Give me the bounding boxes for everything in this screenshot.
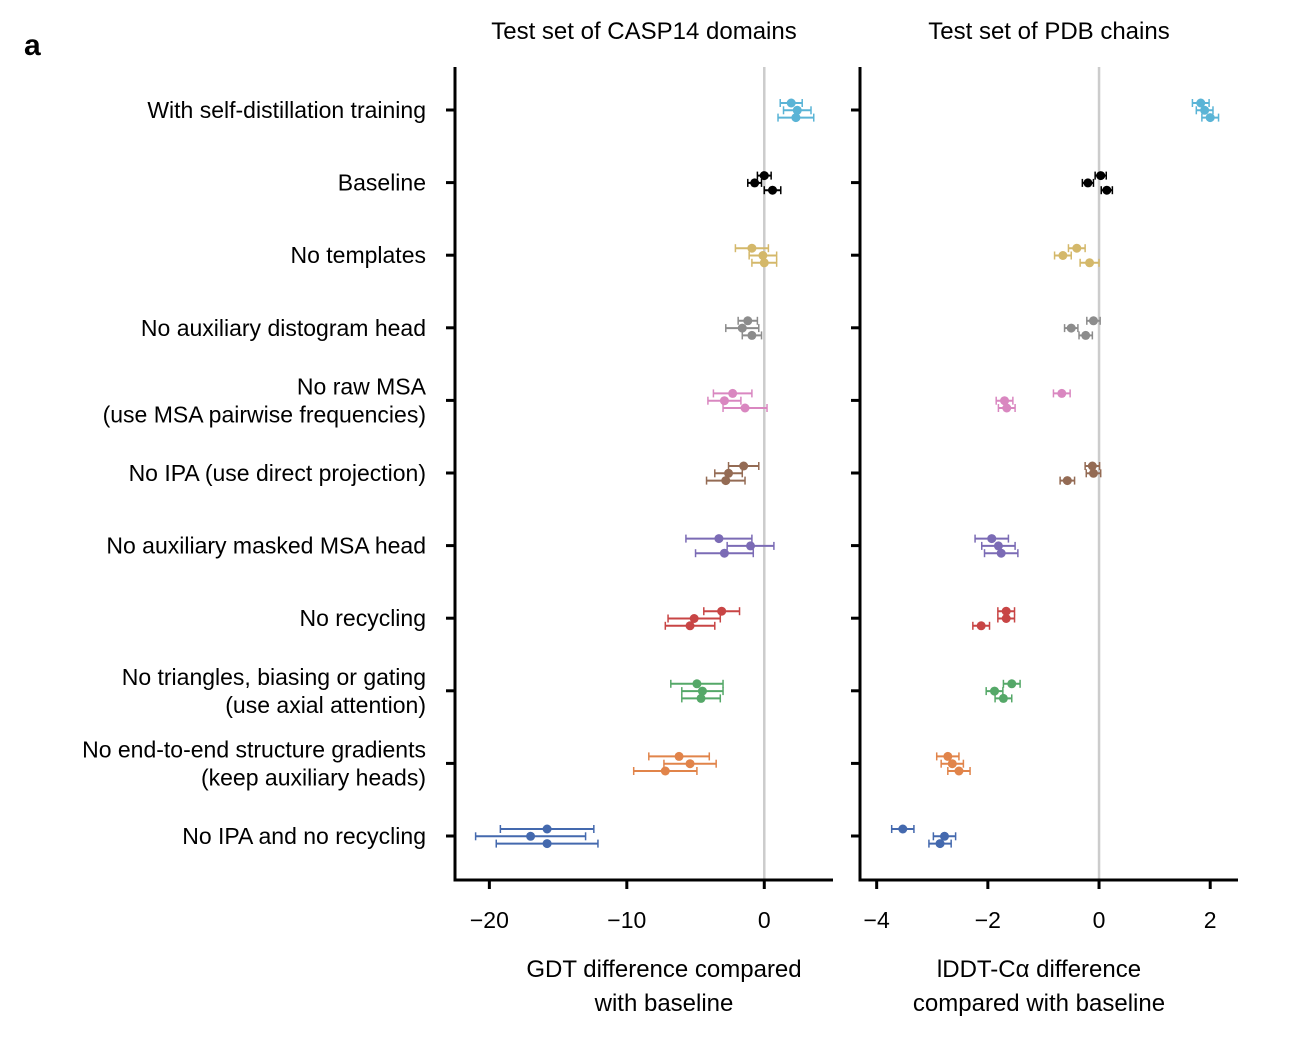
data-point xyxy=(939,831,949,841)
data-point xyxy=(998,693,1008,703)
data-point xyxy=(1001,606,1011,616)
x-tick-label: −4 xyxy=(864,907,890,933)
data-point xyxy=(747,243,757,253)
data-point xyxy=(724,468,734,478)
category-label: (use MSA pairwise frequencies) xyxy=(103,401,426,427)
panel-label: a xyxy=(24,29,41,62)
x-axis-label: GDT difference compared xyxy=(526,956,801,983)
data-point xyxy=(1102,185,1112,195)
data-point xyxy=(976,621,986,631)
data-point xyxy=(526,831,536,841)
data-point xyxy=(674,751,684,761)
data-point xyxy=(759,171,769,181)
category-label: Baseline xyxy=(338,170,426,196)
data-point xyxy=(759,258,769,268)
panel-title: Test set of CASP14 domains xyxy=(491,18,796,45)
data-point xyxy=(750,178,760,188)
data-point xyxy=(728,388,738,398)
x-tick-label: 2 xyxy=(1204,907,1217,933)
data-point xyxy=(746,541,756,551)
category-label: No IPA (use direct projection) xyxy=(129,460,426,486)
data-point xyxy=(740,403,750,413)
x-tick-label: −20 xyxy=(470,907,509,933)
data-point xyxy=(1196,98,1206,108)
category-label: (use axial attention) xyxy=(225,692,426,718)
data-point xyxy=(737,323,747,333)
category-label: No auxiliary distogram head xyxy=(141,315,426,341)
x-tick-label: −2 xyxy=(975,907,1001,933)
category-label: No recycling xyxy=(299,605,426,631)
data-point xyxy=(1007,679,1017,689)
category-label: No IPA and no recycling xyxy=(182,823,426,849)
data-point xyxy=(990,686,1000,696)
data-point xyxy=(1205,113,1215,123)
data-point xyxy=(696,693,706,703)
data-point xyxy=(954,766,964,776)
data-point xyxy=(768,185,778,195)
data-point xyxy=(1000,396,1010,406)
data-point xyxy=(1200,105,1210,115)
data-point xyxy=(791,113,801,123)
data-point xyxy=(542,839,552,849)
data-point xyxy=(542,824,552,834)
data-point xyxy=(1085,258,1095,268)
category-label: No auxiliary masked MSA head xyxy=(106,533,426,559)
x-axis-label: lDDT-Cα difference xyxy=(937,956,1141,983)
category-label: No raw MSA xyxy=(297,373,427,399)
data-point xyxy=(1066,323,1076,333)
data-point xyxy=(993,541,1003,551)
panel-title: Test set of PDB chains xyxy=(928,18,1169,45)
data-point xyxy=(943,751,953,761)
data-point xyxy=(1083,178,1093,188)
data-point xyxy=(689,614,699,623)
data-point xyxy=(697,686,707,696)
data-point xyxy=(743,316,753,326)
data-point xyxy=(792,105,802,115)
x-axis-label: compared with baseline xyxy=(913,990,1165,1017)
x-tick-label: 0 xyxy=(758,907,771,933)
data-point xyxy=(1001,614,1011,623)
x-tick-label: 0 xyxy=(1093,907,1106,933)
category-label: With self-distillation training xyxy=(147,97,426,123)
data-point xyxy=(747,330,757,340)
data-point xyxy=(1057,388,1067,398)
data-point xyxy=(1088,468,1098,478)
data-point xyxy=(786,98,796,108)
data-point xyxy=(987,534,997,544)
category-label: No templates xyxy=(290,242,426,268)
data-point xyxy=(719,396,729,406)
data-point xyxy=(947,759,957,769)
data-point xyxy=(758,251,768,260)
data-point xyxy=(1072,243,1082,253)
category-label: No end-to-end structure gradients xyxy=(82,736,426,762)
data-point xyxy=(719,548,729,558)
data-point xyxy=(1081,330,1091,340)
data-point xyxy=(685,759,695,769)
data-point xyxy=(1096,171,1106,181)
category-label: (keep auxiliary heads) xyxy=(201,764,426,790)
data-point xyxy=(898,824,908,834)
data-point xyxy=(1062,476,1072,486)
data-point xyxy=(1088,316,1098,326)
category-label: No triangles, biasing or gating xyxy=(122,664,426,690)
data-point xyxy=(717,606,727,616)
data-point xyxy=(714,534,724,544)
data-point xyxy=(692,679,702,689)
x-tick-label: −10 xyxy=(607,907,646,933)
data-point xyxy=(721,476,731,486)
x-axis-label: with baseline xyxy=(594,990,734,1017)
data-point xyxy=(1087,461,1097,471)
data-point xyxy=(685,621,695,631)
data-point xyxy=(1002,403,1012,413)
data-point xyxy=(739,461,749,471)
data-point xyxy=(1058,251,1068,260)
data-point xyxy=(660,766,670,776)
data-point xyxy=(996,548,1006,558)
data-point xyxy=(935,839,945,849)
